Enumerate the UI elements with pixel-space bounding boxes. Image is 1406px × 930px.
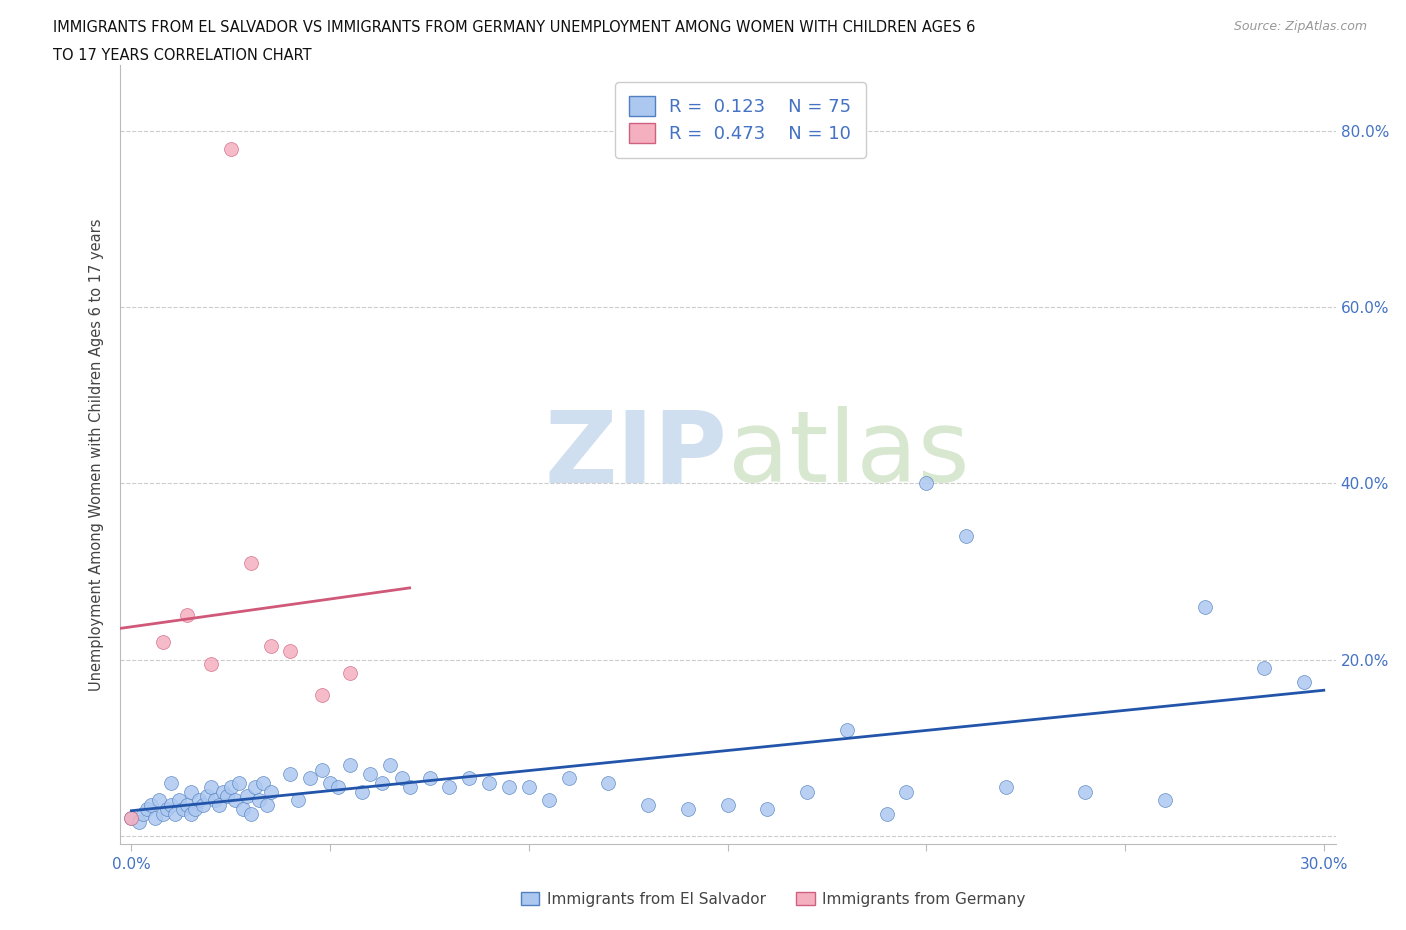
Point xyxy=(136,802,159,817)
Text: atlas: atlas xyxy=(728,406,969,503)
Point xyxy=(299,771,322,786)
Point xyxy=(835,723,858,737)
Point xyxy=(228,776,250,790)
Point xyxy=(517,779,540,794)
Point xyxy=(224,793,246,808)
Point xyxy=(184,802,207,817)
Point xyxy=(717,797,740,812)
Point xyxy=(208,797,231,812)
Point xyxy=(156,802,179,817)
Text: TO 17 YEARS CORRELATION CHART: TO 17 YEARS CORRELATION CHART xyxy=(53,48,312,63)
Point xyxy=(259,639,281,654)
Point xyxy=(188,793,211,808)
Point xyxy=(458,771,481,786)
Point xyxy=(200,779,222,794)
Point xyxy=(557,771,579,786)
Point xyxy=(167,793,190,808)
Point xyxy=(132,806,155,821)
Point xyxy=(148,793,170,808)
Point xyxy=(259,784,281,799)
Point xyxy=(204,793,226,808)
Point xyxy=(287,793,309,808)
Point xyxy=(994,779,1017,794)
Point xyxy=(120,811,142,826)
Point xyxy=(598,776,620,790)
Point xyxy=(1153,793,1175,808)
Point xyxy=(876,806,898,821)
Point xyxy=(195,789,218,804)
Point xyxy=(339,758,361,773)
Point xyxy=(1253,661,1275,676)
Point xyxy=(200,657,222,671)
Point xyxy=(176,797,198,812)
Point xyxy=(796,784,818,799)
Point xyxy=(311,687,333,702)
Point xyxy=(219,141,242,156)
Point xyxy=(359,766,381,781)
Point xyxy=(128,815,150,830)
Point xyxy=(1194,599,1216,614)
Point xyxy=(311,763,333,777)
Text: ZIP: ZIP xyxy=(544,406,728,503)
Point xyxy=(1074,784,1097,799)
Point xyxy=(478,776,501,790)
Point xyxy=(243,779,266,794)
Point xyxy=(191,797,214,812)
Point xyxy=(252,776,274,790)
Point xyxy=(1292,674,1315,689)
Legend: Immigrants from El Salvador, Immigrants from Germany: Immigrants from El Salvador, Immigrants … xyxy=(515,886,1032,913)
Point xyxy=(391,771,413,786)
Point xyxy=(371,776,394,790)
Point xyxy=(180,784,202,799)
Point xyxy=(176,608,198,623)
Point xyxy=(339,665,361,680)
Point xyxy=(637,797,659,812)
Point xyxy=(498,779,520,794)
Legend: R =  0.123    N = 75, R =  0.473    N = 10: R = 0.123 N = 75, R = 0.473 N = 10 xyxy=(614,82,866,158)
Point xyxy=(319,776,342,790)
Point xyxy=(676,802,699,817)
Point xyxy=(239,555,262,570)
Point xyxy=(756,802,779,817)
Point xyxy=(896,784,918,799)
Point xyxy=(219,779,242,794)
Point xyxy=(172,802,194,817)
Point xyxy=(256,797,278,812)
Point xyxy=(239,806,262,821)
Point xyxy=(280,766,302,781)
Point xyxy=(915,476,938,491)
Point xyxy=(160,776,183,790)
Point xyxy=(232,802,254,817)
Point xyxy=(141,797,163,812)
Point xyxy=(398,779,420,794)
Point xyxy=(350,784,373,799)
Point xyxy=(235,789,257,804)
Point xyxy=(160,797,183,812)
Point xyxy=(955,529,977,544)
Point xyxy=(165,806,187,821)
Point xyxy=(215,789,238,804)
Point xyxy=(378,758,401,773)
Point xyxy=(152,634,174,649)
Point xyxy=(280,644,302,658)
Point xyxy=(439,779,461,794)
Point xyxy=(211,784,233,799)
Point xyxy=(152,806,174,821)
Point xyxy=(143,811,166,826)
Point xyxy=(326,779,349,794)
Point xyxy=(247,793,270,808)
Point xyxy=(418,771,440,786)
Point xyxy=(537,793,560,808)
Text: IMMIGRANTS FROM EL SALVADOR VS IMMIGRANTS FROM GERMANY UNEMPLOYMENT AMONG WOMEN : IMMIGRANTS FROM EL SALVADOR VS IMMIGRANT… xyxy=(53,20,976,35)
Text: Source: ZipAtlas.com: Source: ZipAtlas.com xyxy=(1233,20,1367,33)
Point xyxy=(120,811,142,826)
Point xyxy=(180,806,202,821)
Y-axis label: Unemployment Among Women with Children Ages 6 to 17 years: Unemployment Among Women with Children A… xyxy=(89,219,104,691)
